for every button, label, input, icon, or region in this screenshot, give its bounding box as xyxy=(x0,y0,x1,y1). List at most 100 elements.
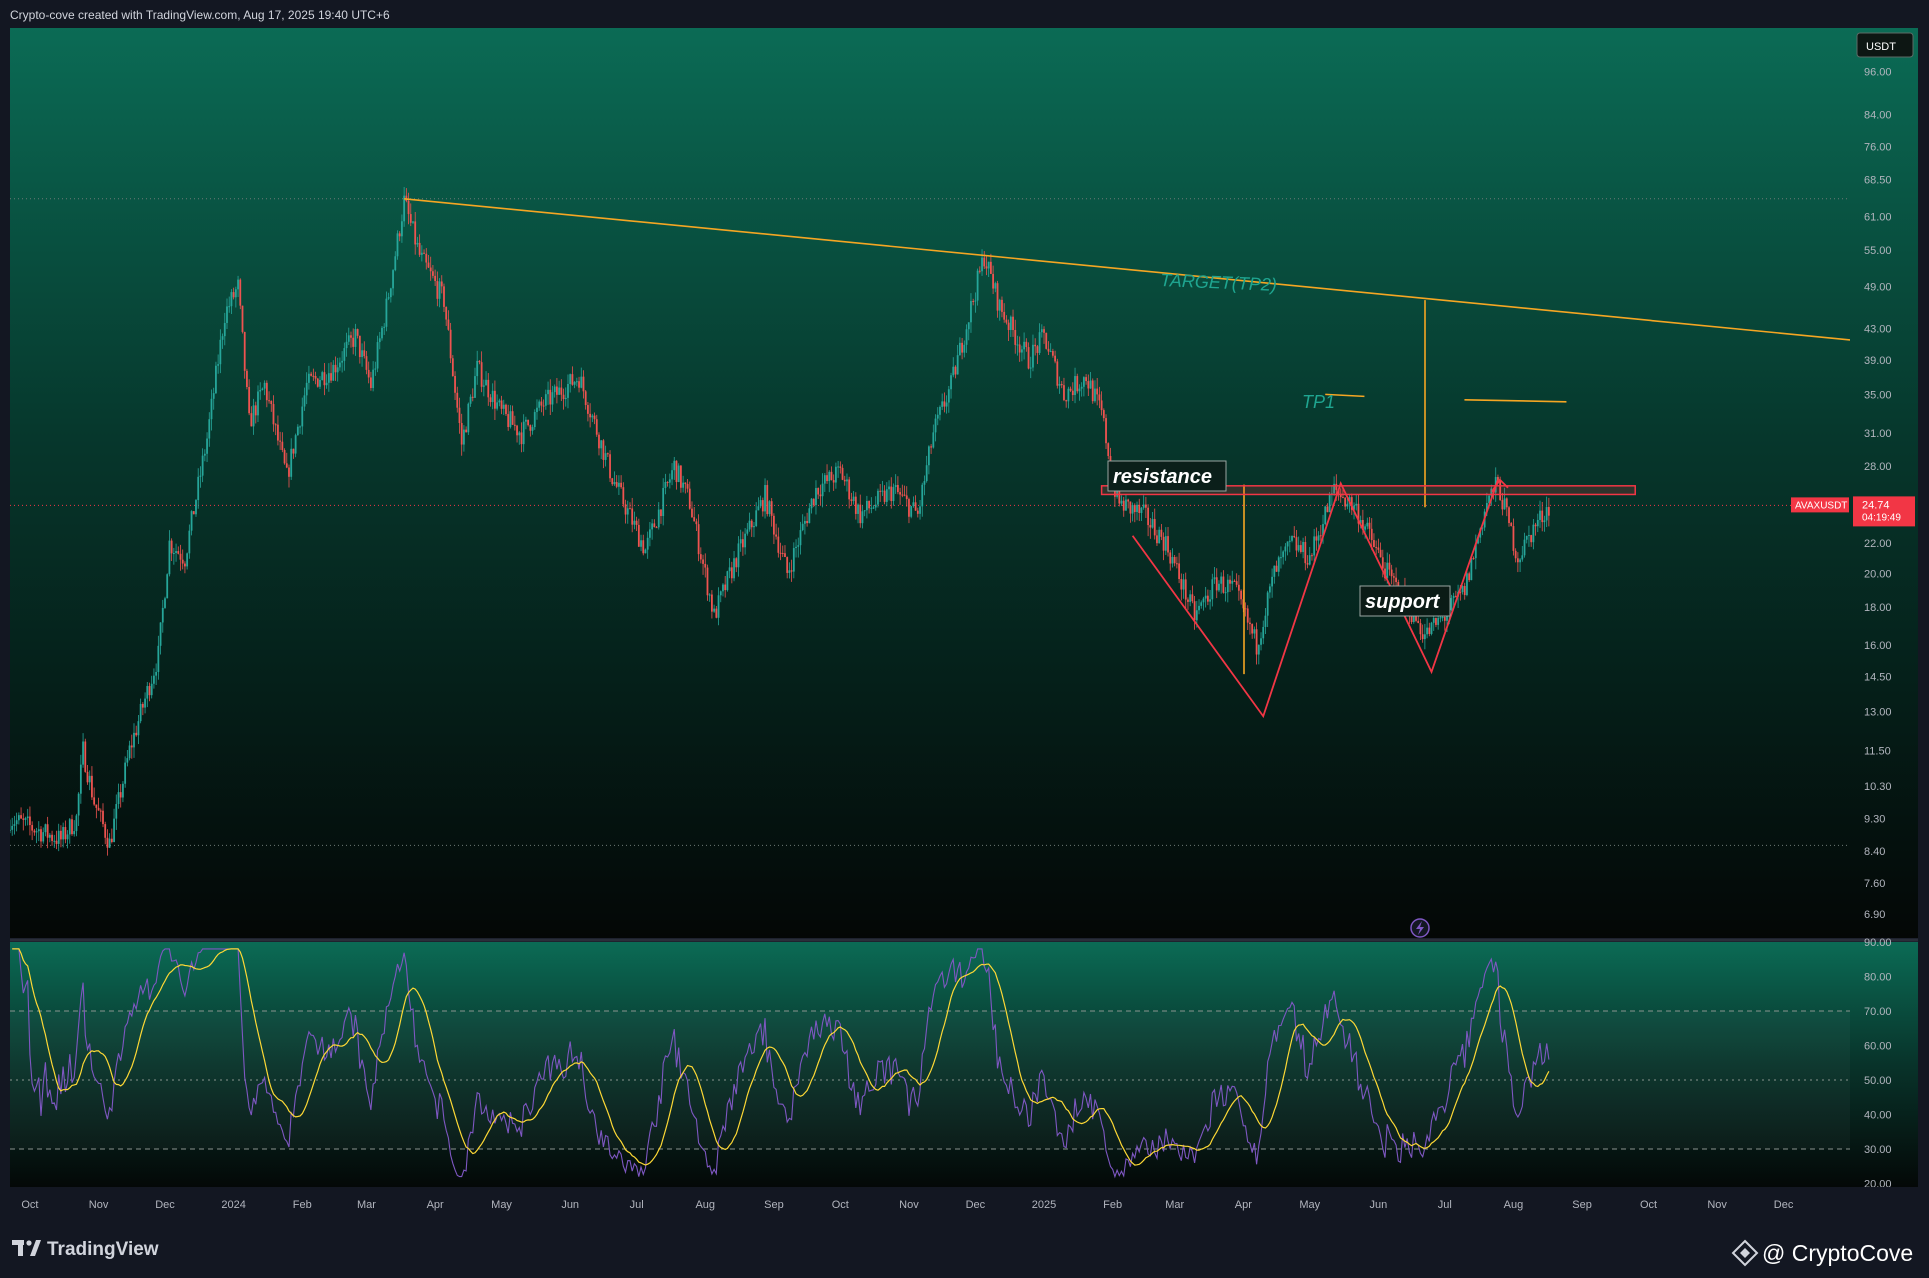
candle-body xyxy=(279,440,282,442)
candle-body xyxy=(1423,634,1426,640)
candle-body xyxy=(1118,491,1121,504)
price-axis-ticks: 96.00 84.00 76.00 68.50 61.00 55.00 49.00 43.00… xyxy=(1864,67,1892,921)
candle-body xyxy=(618,482,620,487)
candle-body xyxy=(927,446,930,466)
candle-body xyxy=(268,400,270,402)
candle-body xyxy=(1206,595,1209,602)
price-tick-label: 20.00 xyxy=(1864,568,1892,580)
candle-body xyxy=(166,574,169,599)
candle-body xyxy=(899,492,902,495)
price-tick-label: 39.00 xyxy=(1864,355,1892,367)
candle-body xyxy=(1419,623,1422,635)
candle-body xyxy=(916,510,919,514)
candle-body xyxy=(958,342,961,356)
candle-body xyxy=(206,438,208,454)
candle-body xyxy=(168,540,171,575)
candle-body xyxy=(1291,535,1293,541)
candle-body xyxy=(232,292,235,298)
candle-body xyxy=(1191,594,1194,602)
candle-body xyxy=(186,553,189,567)
candle-body xyxy=(1470,558,1473,581)
candle-body xyxy=(117,792,120,805)
candle-body xyxy=(1481,527,1484,529)
candle-body xyxy=(1027,347,1030,369)
candle-body xyxy=(241,305,244,332)
candle-body xyxy=(184,563,186,567)
price-tick-label: 96.00 xyxy=(1864,67,1892,79)
candle-body xyxy=(1173,556,1176,564)
candle-body xyxy=(248,387,251,414)
candle-body xyxy=(792,548,795,572)
candle-body xyxy=(651,523,654,530)
candle-body xyxy=(633,520,636,525)
candle-body xyxy=(1454,595,1457,597)
candle-body xyxy=(46,824,49,838)
candle-body xyxy=(354,329,357,347)
time-axis-label: Sep xyxy=(1572,1199,1592,1211)
tradingview-logo[interactable]: TradingView xyxy=(12,1239,159,1260)
price-tick-label: 14.50 xyxy=(1864,671,1892,683)
candle-body xyxy=(748,520,751,530)
candle-body xyxy=(1342,497,1344,499)
candle-body xyxy=(190,511,193,531)
candle-body xyxy=(381,327,383,339)
candle-body xyxy=(759,500,762,507)
lightning-icon[interactable] xyxy=(1410,918,1430,938)
countdown-text: 04:19:49 xyxy=(1862,512,1901,523)
candle-body xyxy=(1503,498,1506,510)
candle-body xyxy=(294,435,297,454)
candle-body xyxy=(157,645,160,672)
candles xyxy=(10,186,1550,856)
candle-body xyxy=(606,453,609,455)
time-axis-label: Feb xyxy=(1103,1199,1122,1211)
candle-body xyxy=(1539,510,1541,520)
currency-box[interactable]: USDT xyxy=(1856,32,1914,58)
candle-body xyxy=(560,387,563,395)
candle-body xyxy=(401,221,403,237)
candle-body xyxy=(1100,400,1103,411)
candle-body xyxy=(772,515,775,535)
candle-body xyxy=(562,394,565,400)
candle-body xyxy=(1149,525,1152,528)
rsi-tick-label: 30.00 xyxy=(1864,1144,1892,1156)
candle-body xyxy=(53,840,56,842)
candle-body xyxy=(296,426,299,436)
candle-body xyxy=(779,552,782,554)
price-pane[interactable] xyxy=(10,28,1918,938)
candle-body xyxy=(914,502,917,511)
candle-body xyxy=(1162,536,1165,551)
candle-body xyxy=(861,511,864,524)
price-tick-label: 28.00 xyxy=(1864,461,1892,473)
candle-body xyxy=(347,335,350,342)
candle-body xyxy=(801,523,804,531)
candle-body xyxy=(97,807,100,811)
candle-body xyxy=(1353,505,1355,510)
candle-body xyxy=(1452,595,1455,599)
candle-body xyxy=(556,386,558,395)
candle-body xyxy=(1237,584,1240,591)
candle-body xyxy=(456,392,459,408)
candle-body xyxy=(356,329,359,336)
candle-body xyxy=(642,540,645,554)
candle-body xyxy=(1153,518,1156,536)
candle-body xyxy=(1510,523,1513,527)
candle-body xyxy=(1069,388,1072,391)
candle-body xyxy=(629,508,631,510)
candle-body xyxy=(527,419,530,426)
candle-body xyxy=(66,834,69,840)
candle-body xyxy=(498,400,501,403)
candle-body xyxy=(389,288,392,298)
candle-body xyxy=(13,824,16,826)
candle-body xyxy=(846,479,848,482)
candle-body xyxy=(210,398,213,420)
candle-body xyxy=(17,815,20,821)
candle-body xyxy=(662,487,665,517)
candle-body xyxy=(250,413,253,427)
time-axis[interactable] xyxy=(10,1187,1918,1218)
candle-body xyxy=(950,375,952,390)
rsi-tick-label: 90.00 xyxy=(1864,937,1892,949)
candle-body xyxy=(128,745,131,759)
candle-body xyxy=(365,356,368,370)
tp1-label: TP1 xyxy=(1302,392,1335,412)
candle-body xyxy=(881,490,884,492)
